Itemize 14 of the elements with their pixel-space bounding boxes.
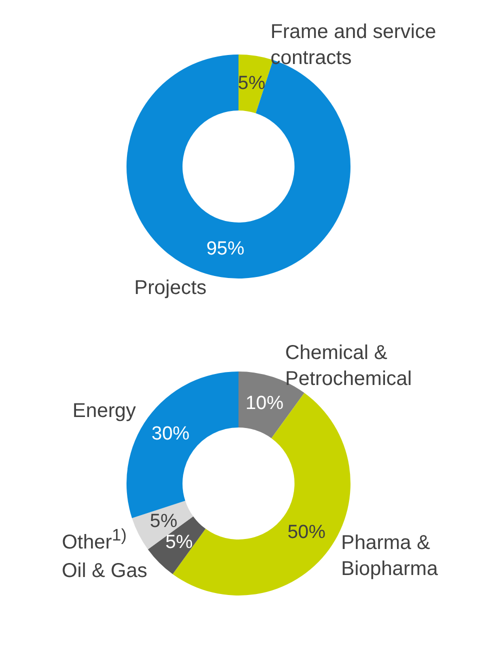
slice-label: Pharma & Biopharma	[341, 530, 439, 582]
slice-label: Other$^{1)}$	[62, 525, 127, 556]
slice-label: Chemical & Petrochemical	[285, 341, 413, 392]
slice-label: Frame and service contracts	[270, 20, 438, 71]
slice-label: Energy	[72, 399, 136, 424]
data-label: 50%	[287, 522, 326, 544]
slice-label: Oil & Gas	[62, 558, 148, 584]
data-label: 30%	[152, 423, 190, 444]
data-label: 5%	[165, 532, 193, 554]
data-label: 5%	[238, 72, 266, 94]
slice-label: Projects	[134, 276, 206, 302]
data-label: 95%	[206, 238, 244, 260]
data-label: 5%	[150, 510, 178, 532]
data-label: 10%	[245, 392, 284, 414]
